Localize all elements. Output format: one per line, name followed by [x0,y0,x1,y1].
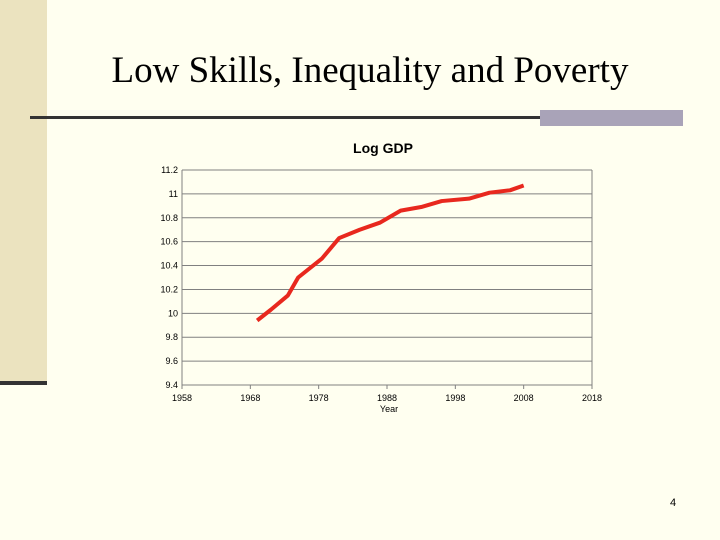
y-tick-label: 9.6 [165,356,178,366]
x-axis-label: Year [380,404,398,414]
x-tick-label: 1958 [172,393,192,403]
slide-title: Low Skills, Inequality and Poverty [112,50,629,91]
data-line [255,183,525,323]
side-band-rule [0,381,47,385]
page-number: 4 [670,497,676,509]
chart-title: Log GDP [353,140,413,156]
x-tick-label: 1978 [309,393,329,403]
y-tick-label: 10.4 [160,261,178,271]
y-tick-label: 9.8 [165,332,178,342]
plot: 9.4 9.6 9.8 10 10.2 10.4 10.6 10.8 11 11.2 1958 196… [160,165,602,403]
title-rule-block [540,110,683,126]
y-tick-label: 11 [169,189,178,199]
x-tick-label: 2018 [582,393,602,403]
x-tick-label: 1968 [240,393,260,403]
title-rule [30,116,542,119]
y-tick-label: 10.8 [160,213,178,223]
x-tick-label: 1998 [445,393,465,403]
y-tick-label: 9.4 [165,380,178,390]
y-tick-label: 10.6 [160,237,178,247]
y-tick-label: 11.2 [161,165,178,175]
x-tick-label: 2008 [514,393,534,403]
y-tick-label: 10.2 [160,284,178,294]
x-tick-label: 1988 [377,393,397,403]
side-band [0,0,47,383]
y-tick-label: 10 [168,308,178,318]
